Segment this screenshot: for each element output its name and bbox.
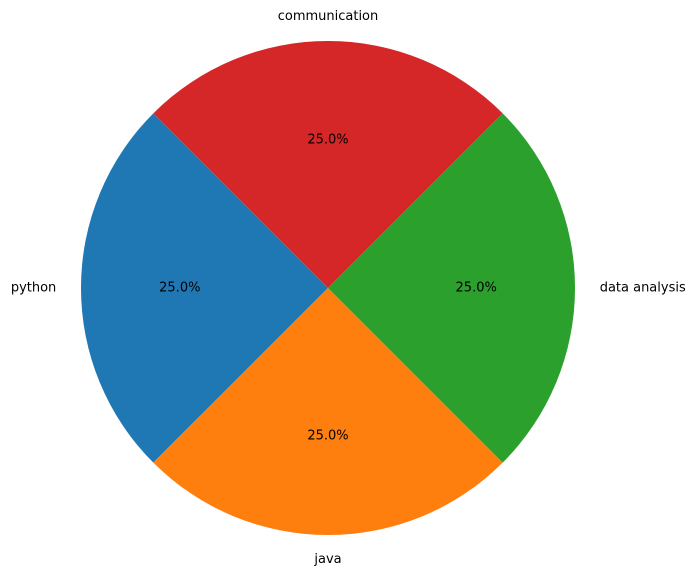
pie-pct-label: 25.0% bbox=[307, 429, 348, 444]
pie-category-label: communication bbox=[278, 9, 379, 24]
pie-category-label: python bbox=[11, 281, 56, 296]
pie-slice-communication bbox=[153, 40, 503, 289]
pie-slice-data-analysis bbox=[328, 113, 576, 463]
pie-pct-label: 25.0% bbox=[159, 281, 200, 296]
pie-slice-java bbox=[153, 288, 503, 536]
pie-labels: 25.0% python 25.0% java 25.0% data analysis 25… bbox=[11, 9, 686, 567]
pie-pct-label: 25.0% bbox=[307, 132, 348, 147]
pie-category-label: data analysis bbox=[600, 281, 686, 296]
pie-slices bbox=[80, 40, 576, 536]
pie-category-label: java bbox=[313, 552, 341, 567]
pie-slice-python bbox=[80, 113, 329, 463]
pie-pct-label: 25.0% bbox=[456, 281, 497, 296]
